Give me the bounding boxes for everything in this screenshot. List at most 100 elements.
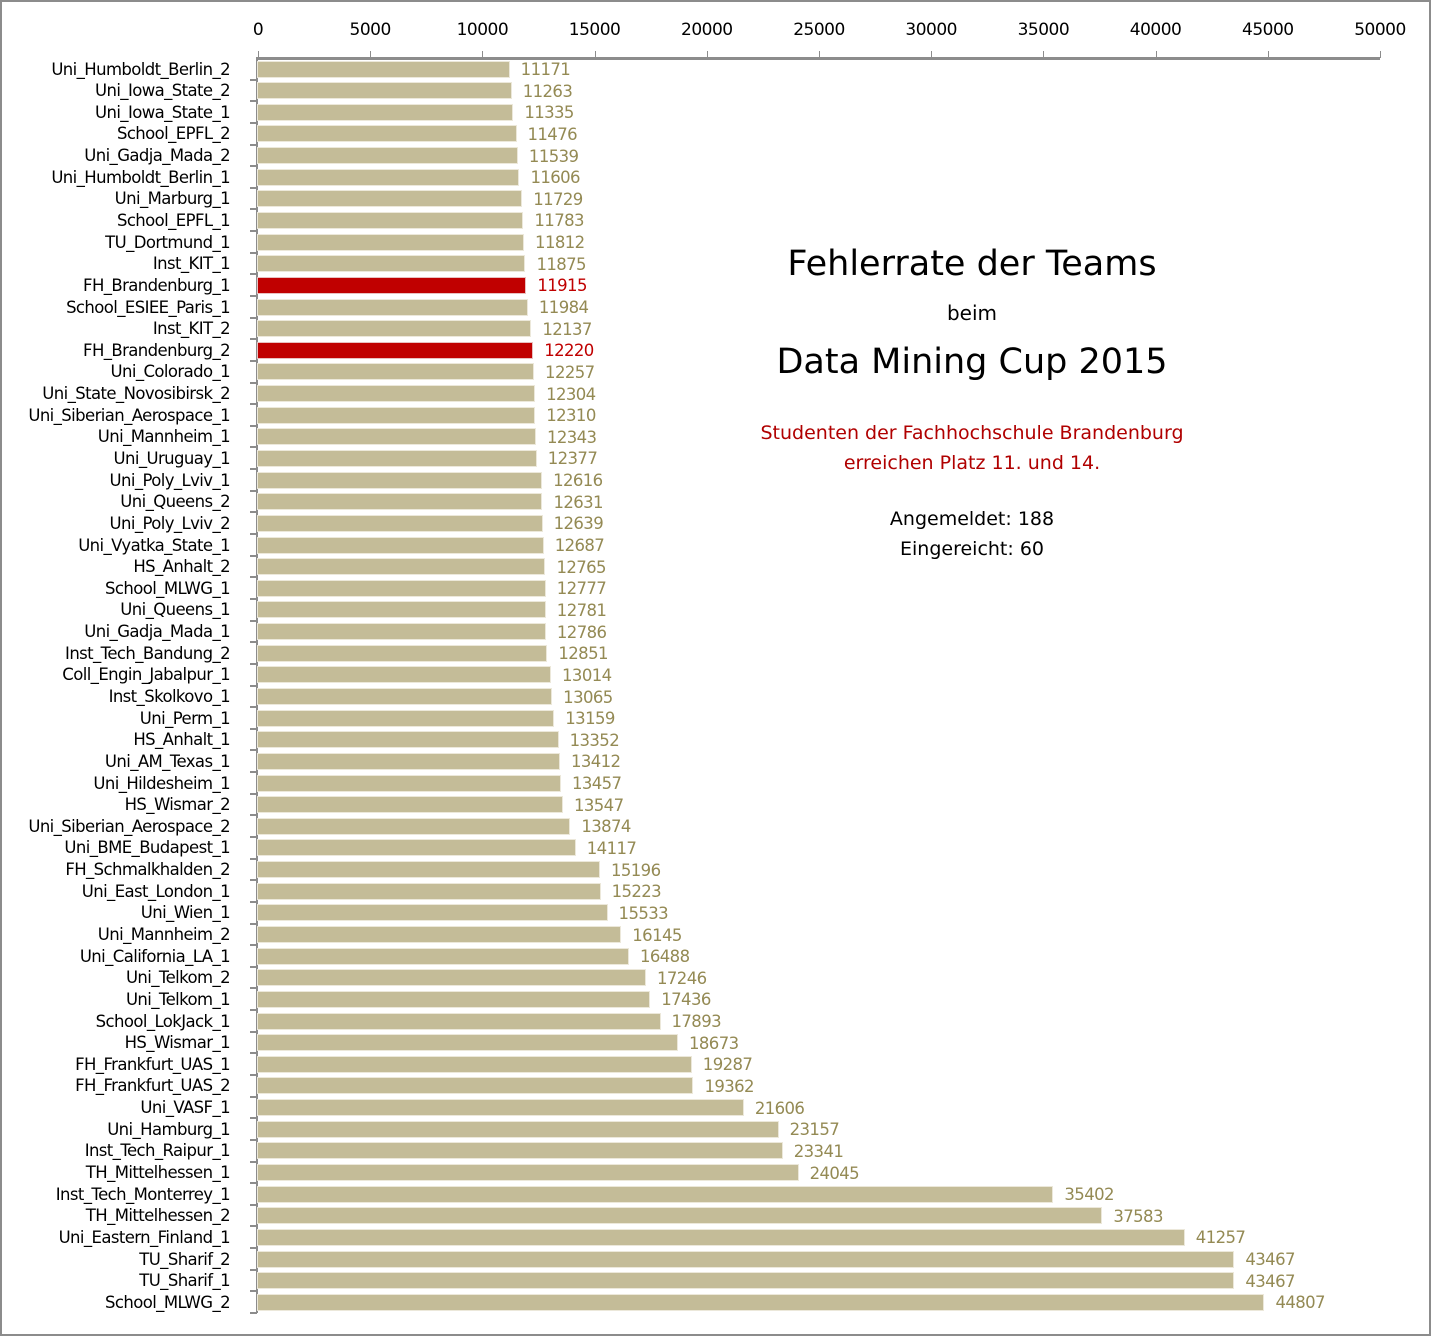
bar [258,732,558,748]
category-label: Uni_AM_Texas_1 [104,751,231,771]
value-label: 12304 [546,384,596,404]
x-tick-label: 10000 [456,20,509,40]
bar [258,818,570,834]
value-label: 13547 [573,795,624,815]
value-label: 12137 [542,319,592,339]
category-label: Uni_Poly_Lviv_2 [109,513,231,533]
category-label: Uni_Iowa_State_2 [94,81,231,101]
y-tick [250,727,257,730]
participation-stats: Angemeldet: 188 Eingereicht: 60 [722,504,1222,564]
y-tick [250,424,257,427]
y-tick [250,1073,257,1076]
y-tick [250,468,257,471]
value-label: 41257 [1195,1228,1246,1248]
value-label: 11171 [520,60,571,79]
x-tick [819,51,820,58]
category-label: Uni_BME_Budapest_1 [64,838,230,858]
value-label: 12765 [556,557,606,577]
bar [258,775,560,791]
bar [258,1294,1264,1310]
y-tick [250,1225,257,1228]
y-tick [250,879,257,882]
highlight-note-line2: erreichen Platz 11. und 14. [843,452,1101,474]
value-label: 13014 [562,665,612,685]
bar [258,494,542,510]
value-label: 11476 [527,124,578,144]
category-label: Uni_Queens_1 [120,600,230,620]
x-tick [1380,51,1381,58]
value-label: 23341 [793,1141,844,1161]
category-label: Inst_Skolkovo_1 [108,687,231,706]
value-label: 12639 [553,514,604,534]
y-tick [250,100,257,103]
y-tick [250,749,257,752]
category-label: Uni_Eastern_Finland_1 [58,1227,231,1247]
value-label: 12777 [556,579,607,599]
y-tick [250,900,257,903]
x-axis-line [258,57,1380,60]
bar [258,429,535,445]
x-tick-label: 0 [252,20,264,40]
highlighted-bar [258,277,526,293]
bar [258,1208,1102,1224]
bar [258,1165,798,1181]
bar [258,580,545,596]
bar [258,299,527,315]
bar [258,83,511,99]
y-tick [250,446,257,449]
value-label: 43467 [1245,1250,1295,1270]
category-label: Uni_California_LA_1 [79,946,231,966]
category-label: Uni_Vyatka_State_1 [78,535,230,555]
bar [258,710,554,726]
x-tick-label: 30000 [905,20,957,40]
x-tick [706,51,708,58]
y-tick [250,554,257,557]
value-label: 18673 [689,1033,739,1053]
value-label: 11812 [535,233,585,253]
chart-subtitle: Data Mining Cup 2015 [776,342,1168,382]
bar [258,515,542,531]
category-label: Uni_Gadja_Mada_1 [84,622,230,642]
category-label: FH_Schmalkhalden_2 [65,860,230,880]
y-tick [250,230,257,233]
y-tick [250,1009,257,1012]
bar [258,1229,1184,1245]
y-tick [250,533,257,536]
category-label: School_EPFL_2 [116,124,231,144]
bar [258,1100,743,1116]
value-label: 11875 [536,254,586,274]
category-label: FH_Brandenburg_1 [83,275,231,295]
category-label: Inst_KIT_1 [152,254,231,274]
category-label: Uni_Telkom_2 [125,968,231,988]
bar [258,1143,782,1159]
y-tick [250,1052,257,1055]
y-tick [250,338,257,341]
value-label: 43467 [1245,1271,1295,1291]
category-label: Inst_Tech_Raipur_1 [84,1141,231,1161]
value-label: 16488 [639,947,690,967]
bar [258,407,535,423]
category-label: TH_Mittelhessen_1 [85,1163,231,1183]
category-label: Uni_Uruguay_1 [113,448,231,468]
y-tick [250,576,257,579]
category-label: TU_Sharif_1 [139,1271,230,1291]
bar [258,797,562,813]
category-label: HS_Wismar_2 [124,795,231,815]
bar [258,602,545,618]
value-label: 11729 [533,189,583,209]
x-tick-label: 40000 [1129,20,1182,40]
category-label: HS_Wismar_1 [124,1033,231,1053]
bar [258,1035,678,1051]
highlight-note-line1: Studenten der Fachhochschule Brandenburg [760,422,1184,444]
value-label: 17893 [671,1012,722,1032]
bar [258,472,542,488]
category-label: Inst_Tech_Bandung_2 [65,643,231,663]
category-label: Uni_Marburg_1 [114,189,231,209]
category-label: Uni_Poly_Lviv_1 [109,470,231,490]
y-tick [250,706,257,709]
y-tick [250,1203,257,1206]
x-tick-label: 20000 [681,20,733,40]
bar [258,1078,693,1094]
category-label: Uni_Colorado_1 [110,362,231,382]
category-label: School_ESIEE_Paris_1 [66,297,231,317]
